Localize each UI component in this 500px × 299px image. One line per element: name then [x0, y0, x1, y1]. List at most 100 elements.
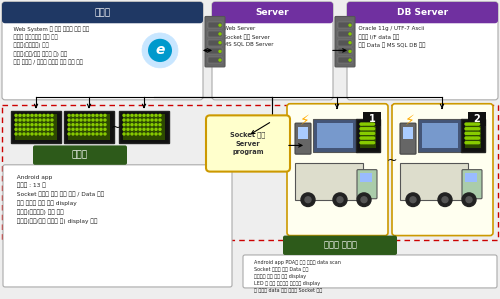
- Circle shape: [147, 128, 149, 130]
- FancyBboxPatch shape: [317, 123, 353, 148]
- Circle shape: [333, 193, 347, 207]
- Circle shape: [23, 115, 25, 116]
- Circle shape: [68, 133, 70, 135]
- Circle shape: [367, 137, 369, 139]
- Circle shape: [470, 137, 472, 139]
- Circle shape: [159, 124, 161, 126]
- Circle shape: [367, 142, 369, 144]
- Circle shape: [372, 123, 374, 125]
- Circle shape: [43, 133, 45, 135]
- Circle shape: [15, 115, 17, 116]
- Circle shape: [51, 128, 53, 130]
- Circle shape: [368, 132, 370, 134]
- Circle shape: [363, 142, 365, 144]
- Circle shape: [35, 133, 37, 135]
- FancyBboxPatch shape: [208, 22, 222, 28]
- Circle shape: [151, 128, 153, 130]
- Circle shape: [47, 133, 49, 135]
- FancyBboxPatch shape: [462, 170, 482, 199]
- FancyBboxPatch shape: [295, 163, 363, 200]
- FancyBboxPatch shape: [338, 48, 352, 54]
- Circle shape: [438, 193, 452, 207]
- Circle shape: [84, 115, 86, 116]
- Circle shape: [469, 123, 471, 125]
- Circle shape: [470, 123, 472, 125]
- Circle shape: [100, 119, 102, 121]
- Circle shape: [27, 119, 29, 121]
- Circle shape: [80, 128, 82, 130]
- Circle shape: [127, 124, 129, 126]
- Circle shape: [19, 115, 21, 116]
- Circle shape: [472, 132, 474, 134]
- Circle shape: [478, 128, 480, 130]
- Circle shape: [360, 132, 362, 134]
- Circle shape: [372, 137, 374, 139]
- Circle shape: [123, 124, 125, 126]
- Circle shape: [364, 142, 366, 144]
- Circle shape: [39, 133, 41, 135]
- FancyBboxPatch shape: [215, 13, 330, 21]
- FancyBboxPatch shape: [360, 173, 372, 182]
- Circle shape: [219, 59, 221, 61]
- Circle shape: [465, 142, 467, 144]
- Circle shape: [80, 133, 82, 135]
- Circle shape: [366, 132, 368, 134]
- FancyBboxPatch shape: [212, 2, 333, 100]
- Circle shape: [468, 137, 470, 139]
- Circle shape: [88, 119, 90, 121]
- Circle shape: [151, 119, 153, 121]
- Circle shape: [31, 133, 33, 135]
- Circle shape: [143, 133, 145, 135]
- Circle shape: [219, 42, 221, 44]
- Circle shape: [96, 133, 98, 135]
- Circle shape: [469, 132, 471, 134]
- FancyBboxPatch shape: [468, 112, 486, 126]
- Circle shape: [362, 128, 364, 130]
- Circle shape: [337, 197, 343, 203]
- Circle shape: [127, 128, 129, 130]
- Circle shape: [370, 142, 372, 144]
- FancyBboxPatch shape: [313, 119, 357, 152]
- Circle shape: [155, 124, 157, 126]
- Circle shape: [474, 128, 476, 130]
- Circle shape: [159, 133, 161, 135]
- Circle shape: [466, 142, 468, 144]
- Text: Android app
  장비수 : 13 대
  Socket 통신을 통한 설정 정보 / Data 전달
  설치 위치별 다른 화면 display
: Android app 장비수 : 13 대 Socket 통신을 통한 설정 …: [13, 175, 104, 224]
- Circle shape: [100, 124, 102, 126]
- Circle shape: [15, 133, 17, 135]
- Circle shape: [475, 128, 477, 130]
- Circle shape: [23, 124, 25, 126]
- FancyBboxPatch shape: [208, 48, 222, 54]
- Circle shape: [364, 123, 366, 125]
- Circle shape: [301, 193, 315, 207]
- Circle shape: [84, 133, 86, 135]
- Text: Oracle 11g / UTF-7 Ascii
  전광판 I/F data 관리
  기타 Data 는 MS SQL DB 활용: Oracle 11g / UTF-7 Ascii 전광판 I/F data 관리…: [355, 26, 426, 48]
- Circle shape: [92, 119, 94, 121]
- Circle shape: [470, 128, 472, 130]
- Circle shape: [349, 42, 351, 44]
- Circle shape: [468, 132, 470, 134]
- Circle shape: [465, 132, 467, 134]
- Circle shape: [462, 193, 476, 207]
- Circle shape: [159, 119, 161, 121]
- FancyBboxPatch shape: [64, 111, 114, 144]
- Circle shape: [35, 124, 37, 126]
- Text: 전광판: 전광판: [72, 151, 88, 160]
- Circle shape: [51, 133, 53, 135]
- Circle shape: [51, 119, 53, 121]
- Circle shape: [470, 142, 472, 144]
- Circle shape: [305, 197, 311, 203]
- Circle shape: [475, 137, 477, 139]
- Circle shape: [72, 115, 74, 116]
- Circle shape: [151, 115, 153, 116]
- Text: ⚡: ⚡: [405, 115, 415, 128]
- Circle shape: [474, 137, 476, 139]
- Circle shape: [371, 132, 373, 134]
- FancyBboxPatch shape: [208, 57, 222, 63]
- Circle shape: [466, 137, 468, 139]
- FancyBboxPatch shape: [465, 173, 477, 182]
- Text: e: e: [156, 43, 164, 57]
- Circle shape: [466, 197, 472, 203]
- Circle shape: [151, 124, 153, 126]
- Circle shape: [410, 197, 416, 203]
